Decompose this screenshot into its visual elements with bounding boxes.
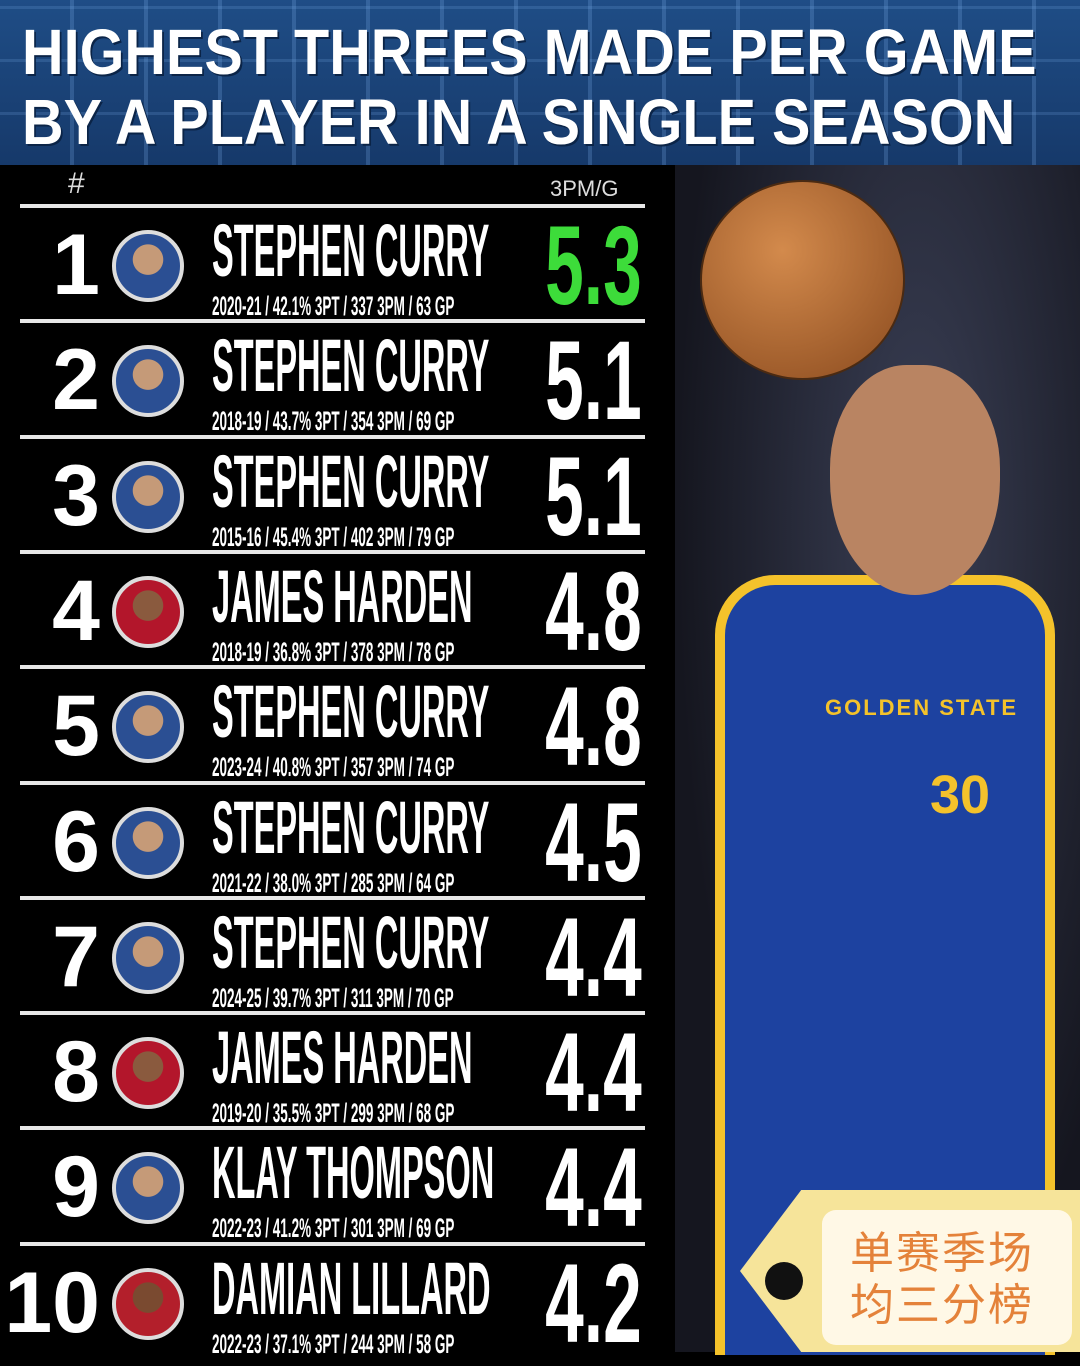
- row-divider: [20, 665, 645, 670]
- season-stats: 2024-25 / 39.7% 3PT / 311 3PM / 70 GP: [212, 982, 454, 1013]
- player-avatar: [112, 1152, 184, 1225]
- table-row: 7 STEPHEN CURRY 2024-25 / 39.7% 3PT / 31…: [0, 900, 650, 1015]
- table-row: 9 KLAY THOMPSON 2022-23 / 41.2% 3PT / 30…: [0, 1130, 650, 1245]
- row-divider: [20, 434, 645, 439]
- player-avatar: [112, 806, 184, 879]
- table-row: 5 STEPHEN CURRY 2023-24 / 40.8% 3PT / 35…: [0, 669, 650, 784]
- rank-number: 2: [52, 332, 100, 429]
- title-line-1: HIGHEST THREES MADE PER GAME: [22, 16, 1037, 88]
- row-divider: [20, 895, 645, 900]
- threes-per-game: 4.4: [545, 1010, 642, 1136]
- player-avatar: [112, 921, 184, 994]
- tag-line-2: 均三分榜: [850, 1280, 1034, 1331]
- tag-line-1: 单赛季场: [850, 1228, 1034, 1279]
- threes-per-game: 5.3: [545, 203, 642, 328]
- season-stats: 2015-16 / 45.4% 3PT / 402 3PM / 79 GP: [212, 521, 455, 552]
- season-stats: 2019-20 / 35.5% 3PT / 299 3PM / 68 GP: [212, 1098, 455, 1129]
- threes-per-game: 4.4: [545, 894, 642, 1020]
- season-stats: 2021-22 / 38.0% 3PT / 285 3PM / 64 GP: [212, 867, 455, 898]
- threes-per-game: 4.4: [545, 1125, 642, 1251]
- row-divider: [20, 1241, 645, 1246]
- player-name: STEPHEN CURRY: [212, 785, 490, 869]
- player-name: STEPHEN CURRY: [212, 209, 490, 292]
- rank-header: #: [68, 167, 85, 200]
- rank-number: 8: [52, 1024, 100, 1121]
- rank-number: 9: [52, 1139, 100, 1236]
- tag-text: 单赛季场 均三分榜: [850, 1228, 1034, 1332]
- table-row: 4 JAMES HARDEN 2018-19 / 36.8% 3PT / 378…: [0, 554, 650, 669]
- player-avatar: [112, 1267, 184, 1340]
- rank-number: 10: [4, 1254, 100, 1351]
- stat-header: 3PM/G: [550, 176, 619, 201]
- table-row: 10 DAMIAN LILLARD 2022-23 / 37.1% 3PT / …: [0, 1246, 650, 1361]
- tag-hole: [765, 1262, 803, 1300]
- player-name: STEPHEN CURRY: [212, 439, 490, 523]
- player-avatar: [112, 460, 184, 533]
- basketball-image: [700, 180, 905, 380]
- threes-per-game: 5.1: [545, 318, 642, 444]
- rank-number: 6: [52, 793, 100, 890]
- row-divider: [20, 319, 645, 324]
- row-divider: [20, 204, 645, 208]
- title-line-2: BY A PLAYER IN A SINGLE SEASON: [22, 86, 1016, 158]
- player-name: JAMES HARDEN: [212, 1016, 473, 1100]
- rank-number: 1: [52, 217, 100, 313]
- season-stats: 2022-23 / 41.2% 3PT / 301 3PM / 69 GP: [212, 1213, 455, 1244]
- player-name: STEPHEN CURRY: [212, 670, 490, 754]
- threes-per-game: 4.5: [545, 779, 642, 905]
- player-head-image: [830, 365, 1000, 595]
- tag-panel: [822, 1210, 1072, 1345]
- row-divider: [20, 1126, 645, 1131]
- table-row: 2 STEPHEN CURRY 2018-19 / 43.7% 3PT / 35…: [0, 323, 650, 438]
- player-avatar: [112, 691, 184, 764]
- table-row: 3 STEPHEN CURRY 2015-16 / 45.4% 3PT / 40…: [0, 439, 650, 554]
- row-divider: [20, 780, 645, 785]
- player-name: STEPHEN CURRY: [212, 900, 490, 984]
- rank-number: 5: [52, 678, 100, 775]
- threes-per-game: 5.1: [545, 433, 642, 559]
- title-banner: HIGHEST THREES MADE PER GAME BY A PLAYER…: [0, 0, 1080, 165]
- season-stats: 2020-21 / 42.1% 3PT / 337 3PM / 63 GP: [212, 291, 455, 321]
- rank-number: 7: [52, 908, 100, 1005]
- season-stats: 2022-23 / 37.1% 3PT / 244 3PM / 58 GP: [212, 1328, 455, 1359]
- player-avatar: [112, 1037, 184, 1110]
- player-name: JAMES HARDEN: [212, 554, 473, 638]
- table-row: 1 STEPHEN CURRY 2020-21 / 42.1% 3PT / 33…: [0, 208, 650, 323]
- player-name: DAMIAN LILLARD: [212, 1246, 491, 1330]
- player-name: STEPHEN CURRY: [212, 324, 490, 408]
- player-avatar: [112, 230, 184, 302]
- jersey-text: GOLDEN STATE: [825, 695, 1019, 720]
- rank-number: 4: [52, 562, 100, 659]
- row-divider: [20, 549, 645, 554]
- table-row: 8 JAMES HARDEN 2019-20 / 35.5% 3PT / 299…: [0, 1015, 650, 1130]
- player-avatar: [112, 345, 184, 418]
- player-avatar: [112, 575, 184, 648]
- player-photo: GOLDEN STATE 30: [675, 165, 1080, 1355]
- season-stats: 2018-19 / 43.7% 3PT / 354 3PM / 69 GP: [212, 406, 455, 437]
- player-name: KLAY THOMPSON: [212, 1131, 495, 1215]
- threes-per-game: 4.8: [545, 548, 642, 674]
- jersey-number: 30: [930, 765, 991, 825]
- season-stats: 2023-24 / 40.8% 3PT / 357 3PM / 74 GP: [212, 752, 455, 783]
- threes-per-game: 4.8: [545, 664, 642, 790]
- threes-per-game: 4.2: [545, 1240, 642, 1366]
- table-row: 6 STEPHEN CURRY 2021-22 / 38.0% 3PT / 28…: [0, 785, 650, 900]
- rank-number: 3: [52, 447, 100, 544]
- season-stats: 2018-19 / 36.8% 3PT / 378 3PM / 78 GP: [212, 636, 455, 667]
- row-divider: [20, 1011, 645, 1016]
